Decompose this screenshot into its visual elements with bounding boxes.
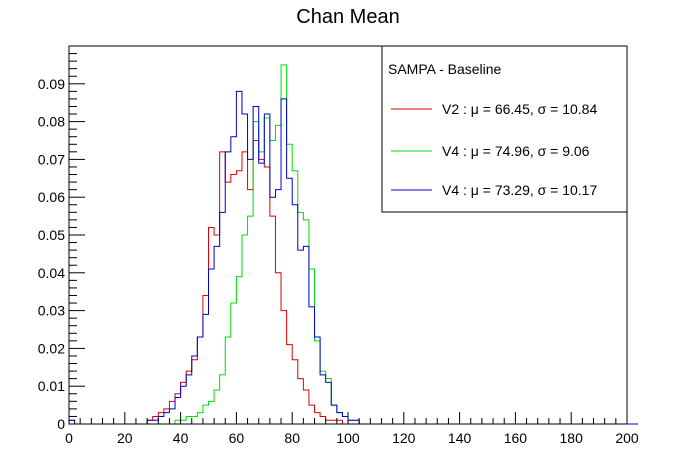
y-tick-label: 0.04 xyxy=(38,265,65,281)
x-tick-label: 60 xyxy=(229,430,245,446)
x-tick-label: 0 xyxy=(65,430,73,446)
x-tick-label: 40 xyxy=(173,430,189,446)
x-tick-label: 160 xyxy=(504,430,528,446)
x-tick-label: 180 xyxy=(560,430,584,446)
y-tick-label: 0.07 xyxy=(38,151,65,167)
y-tick-label: 0.05 xyxy=(38,227,65,243)
axes-layer: 0 20 40 60 80 100 120 140 160 180 200 0 0.01 0.02 0.03… xyxy=(38,45,639,446)
x-tick-label: 200 xyxy=(615,430,639,446)
x-tick-label: 100 xyxy=(336,430,360,446)
y-tick-label: 0.08 xyxy=(38,114,65,130)
legend-header: SAMPA - Baseline xyxy=(388,61,502,77)
x-tick-label: 80 xyxy=(284,430,300,446)
x-tick-label: 20 xyxy=(117,430,133,446)
y-tick-label: 0.01 xyxy=(38,378,65,394)
legend-box xyxy=(381,45,628,213)
x-tick-label: 120 xyxy=(392,430,416,446)
chart-title: Chan Mean xyxy=(296,6,399,28)
legend-entry: V2 : μ = 66.45, σ = 10.84 xyxy=(442,101,597,117)
y-tick-label: 0.03 xyxy=(38,303,65,319)
y-tick-label: 0.06 xyxy=(38,189,65,205)
x-tick-label: 140 xyxy=(448,430,472,446)
y-tick-label: 0.09 xyxy=(38,76,65,92)
legend-entry: V4 : μ = 74.96, σ = 9.06 xyxy=(442,143,590,159)
y-tick-label: 0 xyxy=(57,416,65,432)
legend: SAMPA - Baseline V2 : μ = 66.45, σ = 10.… xyxy=(381,45,628,213)
legend-entry: V4 : μ = 73.29, σ = 10.17 xyxy=(442,182,597,198)
y-tick-label: 0.02 xyxy=(38,340,65,356)
